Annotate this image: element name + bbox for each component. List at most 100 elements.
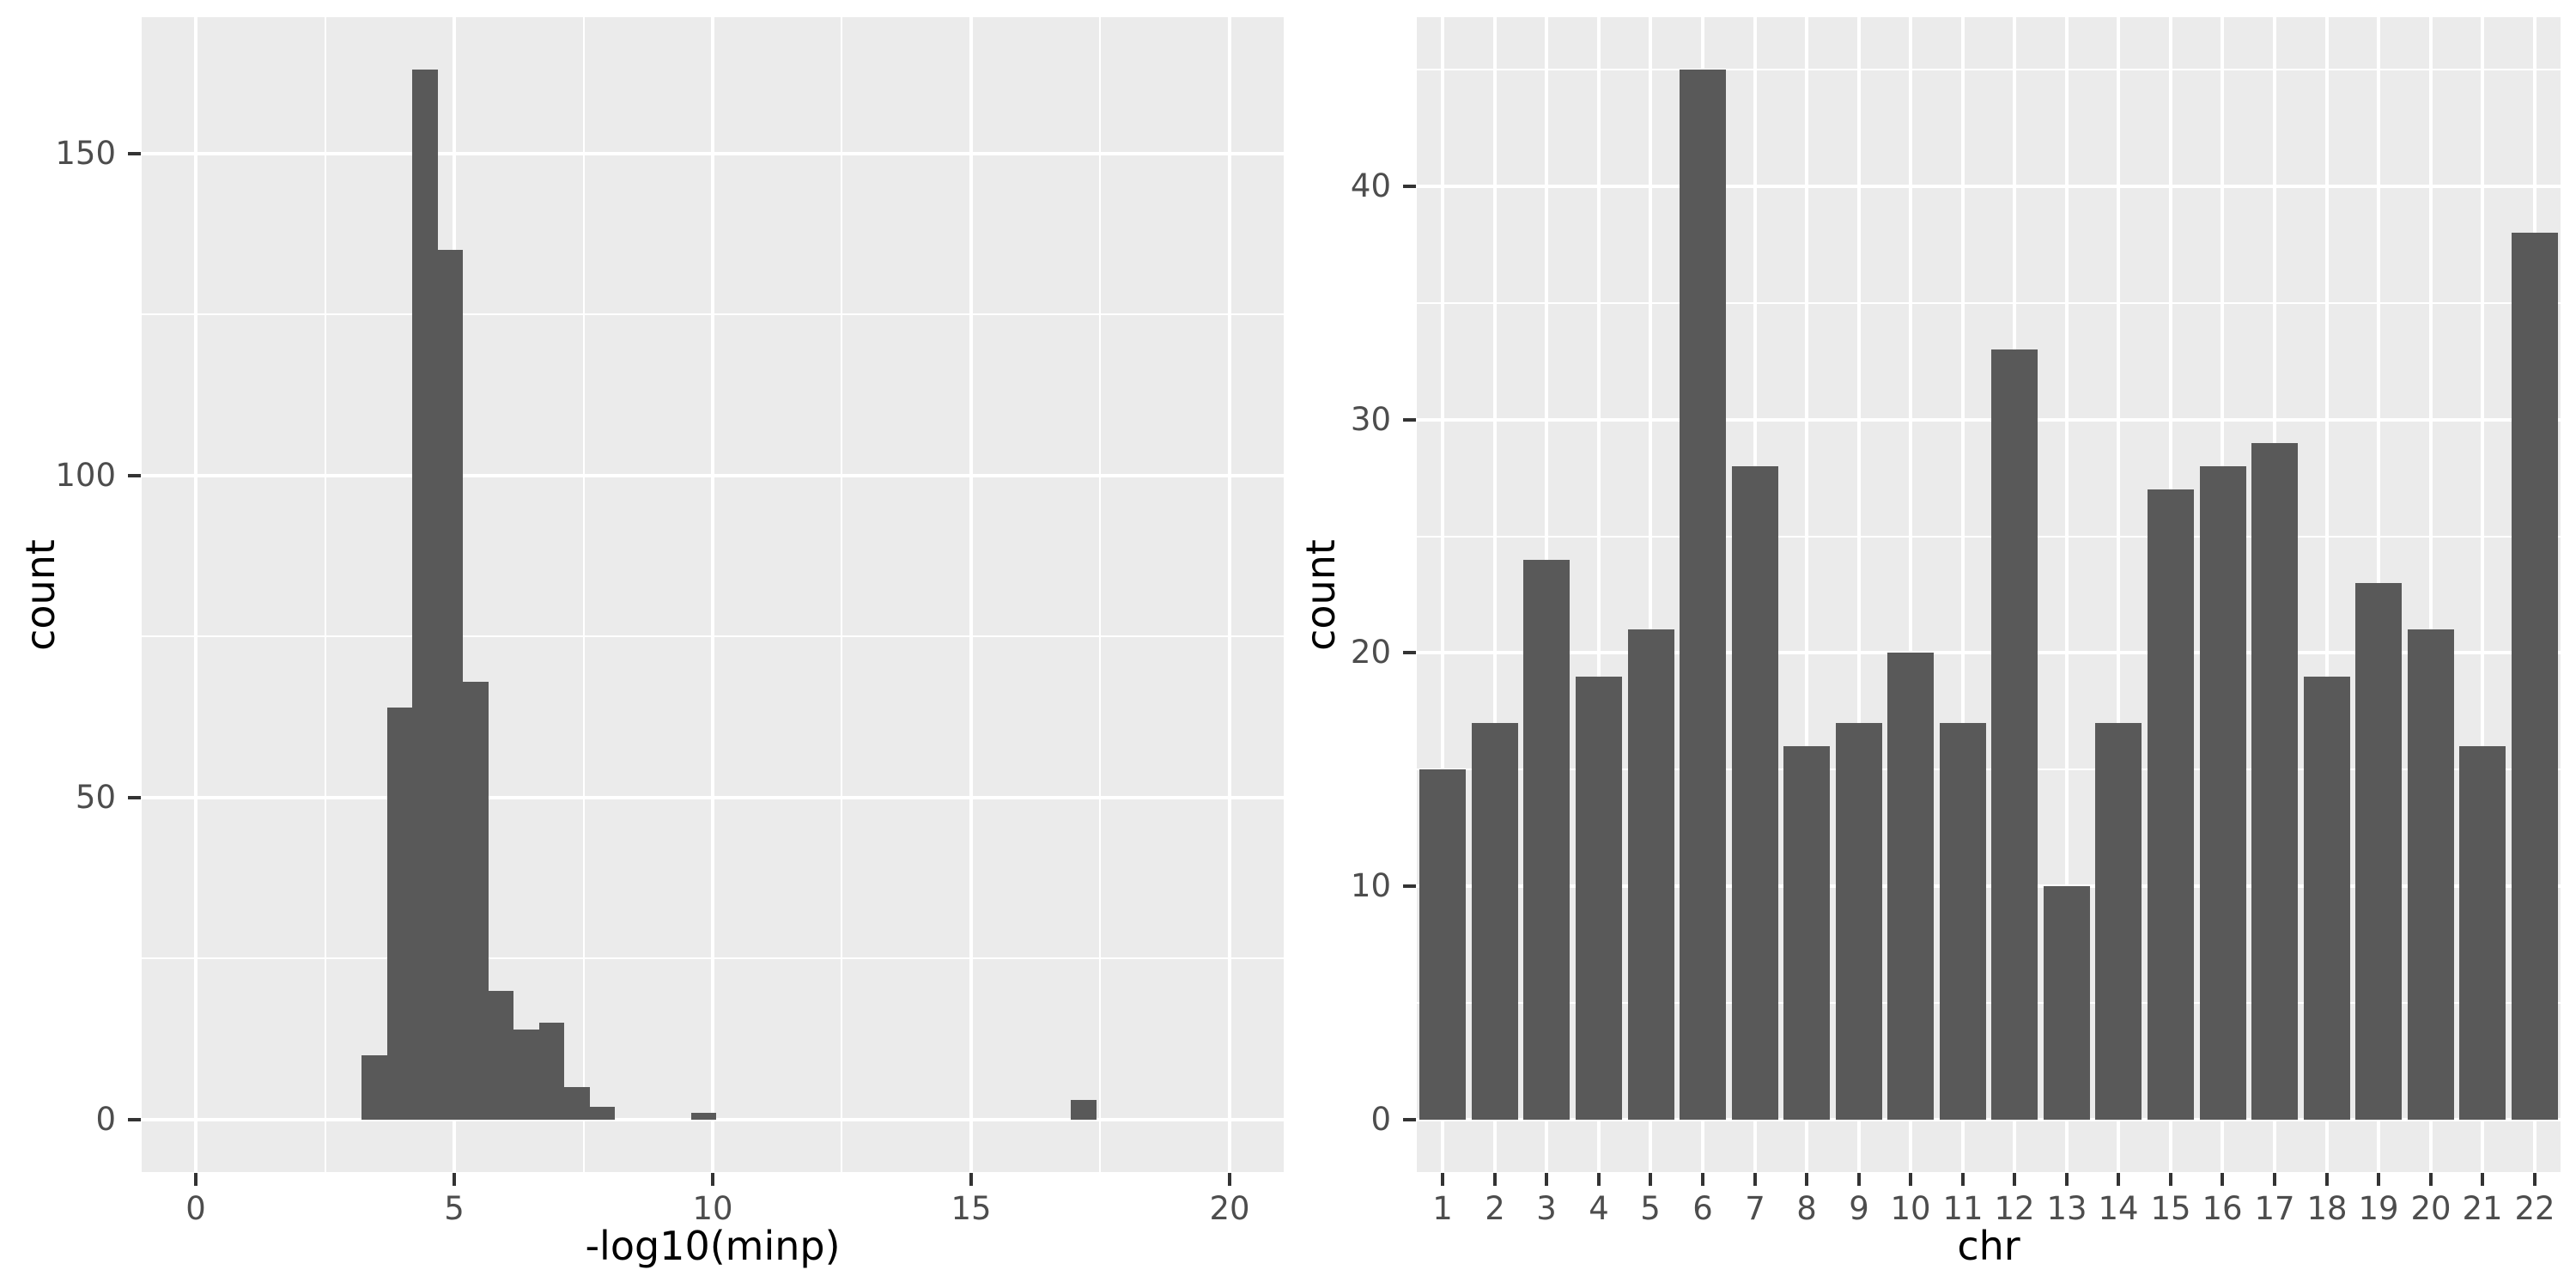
tick-label-y: 10 bbox=[1350, 867, 1391, 904]
tick-label-x: 2 bbox=[1485, 1190, 1505, 1227]
gridline-minor-y bbox=[1417, 536, 2561, 538]
tick-label-x: 1 bbox=[1432, 1190, 1453, 1227]
bar bbox=[2200, 466, 2246, 1120]
histogram-bar bbox=[590, 1107, 615, 1120]
tick-label-y: 0 bbox=[95, 1101, 116, 1138]
bar bbox=[2148, 489, 2194, 1120]
bar bbox=[1836, 723, 1882, 1120]
y-axis-title-histogram: count bbox=[17, 538, 64, 651]
tick-label-x: 13 bbox=[2046, 1190, 2087, 1227]
tick-label-x: 8 bbox=[1796, 1190, 1817, 1227]
tick-mark-x bbox=[2273, 1173, 2276, 1186]
tick-label-x: 22 bbox=[2514, 1190, 2555, 1227]
gridline-major-x bbox=[2065, 17, 2069, 1172]
tick-mark-x bbox=[1805, 1173, 1808, 1186]
tick-mark-y bbox=[1403, 418, 1416, 422]
histogram-bar bbox=[387, 708, 412, 1120]
gridline-minor-x bbox=[841, 17, 842, 1172]
tick-label-x: 10 bbox=[1890, 1190, 1931, 1227]
gridline-major-x bbox=[1597, 17, 1601, 1172]
gridline-major-y bbox=[1417, 185, 2561, 188]
gridline-minor-y bbox=[1417, 1002, 2561, 1004]
tick-mark-x bbox=[1597, 1173, 1601, 1186]
bar bbox=[1680, 70, 1726, 1120]
histogram-bar bbox=[1071, 1100, 1097, 1120]
tick-mark-x bbox=[2429, 1173, 2433, 1186]
histogram-bar bbox=[513, 1030, 539, 1120]
tick-label-y: 0 bbox=[1370, 1101, 1391, 1138]
tick-label-x: 3 bbox=[1536, 1190, 1557, 1227]
tick-label-y: 40 bbox=[1350, 167, 1391, 204]
tick-label-x: 21 bbox=[2462, 1190, 2503, 1227]
tick-mark-x bbox=[2117, 1173, 2120, 1186]
histogram-bar bbox=[691, 1113, 716, 1120]
tick-mark-x bbox=[453, 1173, 456, 1186]
bar bbox=[1732, 466, 1778, 1120]
tick-mark-x bbox=[1701, 1173, 1704, 1186]
gridline-major-x bbox=[2117, 17, 2120, 1172]
tick-mark-y bbox=[1403, 651, 1416, 654]
tick-mark-x bbox=[2065, 1173, 2069, 1186]
tick-mark-x bbox=[969, 1173, 973, 1186]
tick-label-x: 18 bbox=[2306, 1190, 2348, 1227]
tick-mark-x bbox=[711, 1173, 714, 1186]
bar bbox=[1783, 746, 1830, 1120]
tick-mark-x bbox=[2481, 1173, 2484, 1186]
tick-label-x: 6 bbox=[1692, 1190, 1713, 1227]
tick-label-x: 5 bbox=[1640, 1190, 1661, 1227]
gridline-major-x bbox=[1441, 17, 1444, 1172]
histogram-bar bbox=[438, 250, 463, 1120]
bar bbox=[2355, 583, 2402, 1120]
tick-label-x: 4 bbox=[1589, 1190, 1609, 1227]
x-axis-title-histogram: -log10(minp) bbox=[585, 1223, 841, 1269]
bar bbox=[2251, 443, 2298, 1120]
tick-mark-x bbox=[2221, 1173, 2224, 1186]
bar bbox=[1991, 349, 2038, 1120]
tick-mark-x bbox=[1493, 1173, 1497, 1186]
bar bbox=[2095, 723, 2142, 1120]
histogram-bar bbox=[412, 70, 438, 1120]
tick-mark-y bbox=[128, 152, 141, 155]
tick-label-x: 14 bbox=[2098, 1190, 2139, 1227]
gridline-minor-x bbox=[583, 17, 585, 1172]
histogram-bar bbox=[539, 1023, 564, 1120]
bar bbox=[1419, 769, 1466, 1120]
tick-label-x: 12 bbox=[1994, 1190, 2035, 1227]
tick-label-x: 10 bbox=[692, 1190, 733, 1227]
tick-label-y: 100 bbox=[55, 457, 116, 494]
tick-label-x: 0 bbox=[185, 1190, 206, 1227]
bar bbox=[1472, 723, 1518, 1120]
tick-label-x: 15 bbox=[2150, 1190, 2191, 1227]
gridline-minor-x bbox=[1099, 17, 1101, 1172]
gridline-minor-y bbox=[1417, 69, 2561, 70]
tick-mark-x bbox=[2169, 1173, 2172, 1186]
gridline-major-x bbox=[1961, 17, 1965, 1172]
histogram-bar bbox=[463, 682, 489, 1120]
tick-mark-y bbox=[128, 796, 141, 799]
gridline-major-x bbox=[711, 17, 714, 1172]
gridline-major-x bbox=[2325, 17, 2329, 1172]
tick-label-y: 20 bbox=[1350, 634, 1391, 671]
gridline-major-x bbox=[2481, 17, 2484, 1172]
tick-label-x: 11 bbox=[1942, 1190, 1984, 1227]
gridline-major-y bbox=[1417, 884, 2561, 888]
tick-mark-x bbox=[2533, 1173, 2537, 1186]
bar bbox=[2044, 886, 2090, 1120]
tick-label-x: 7 bbox=[1745, 1190, 1765, 1227]
tick-label-y: 150 bbox=[55, 135, 116, 172]
x-axis-title-barchart: chr bbox=[1957, 1223, 2020, 1269]
tick-label-x: 20 bbox=[2410, 1190, 2451, 1227]
tick-label-y: 30 bbox=[1350, 401, 1391, 438]
tick-label-x: 9 bbox=[1849, 1190, 1869, 1227]
gridline-major-x bbox=[969, 17, 973, 1172]
gridline-major-y bbox=[1417, 418, 2561, 422]
tick-mark-x bbox=[2013, 1173, 2016, 1186]
gridline-major-x bbox=[1805, 17, 1808, 1172]
bar-chart-panel bbox=[1417, 17, 2561, 1172]
gridline-major-x bbox=[1857, 17, 1861, 1172]
tick-mark-x bbox=[1649, 1173, 1652, 1186]
tick-mark-x bbox=[1909, 1173, 1912, 1186]
gridline-major-x bbox=[1493, 17, 1497, 1172]
tick-label-x: 16 bbox=[2202, 1190, 2243, 1227]
